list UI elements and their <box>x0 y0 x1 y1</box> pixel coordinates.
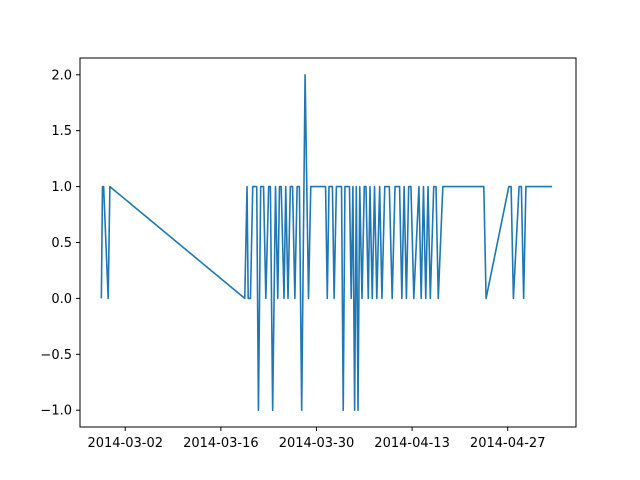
y-tick-label: −1.0 <box>40 404 72 419</box>
y-tick-label: 0.5 <box>51 236 72 251</box>
y-tick-label: 1.5 <box>51 124 72 139</box>
y-tick-label: 2.0 <box>51 68 72 83</box>
x-tick-label: 2014-03-02 <box>87 436 163 451</box>
y-tick-label: 0.0 <box>51 292 72 307</box>
y-tick-label: 1.0 <box>51 180 72 195</box>
x-tick-label: 2014-03-16 <box>183 436 259 451</box>
plot-area <box>100 73 553 412</box>
x-tick-label: 2014-04-13 <box>374 436 450 451</box>
x-tick-label: 2014-04-27 <box>470 436 546 451</box>
y-axis: −1.0 −0.5 0.0 0.5 1.0 1.5 2.0 <box>40 68 80 419</box>
y-tick-label: −0.5 <box>40 348 72 363</box>
x-axis: 2014-03-02 2014-03-16 2014-03-30 2014-04-13… <box>87 427 545 451</box>
x-tick-label: 2014-03-30 <box>279 436 355 451</box>
series-line <box>100 73 553 412</box>
